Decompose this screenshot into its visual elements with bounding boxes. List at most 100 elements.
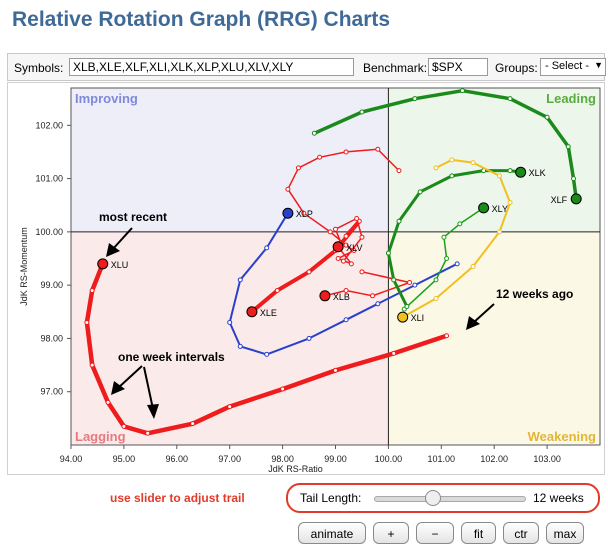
tail-point	[454, 261, 460, 267]
benchmark-input[interactable]	[428, 58, 488, 76]
tail-point	[396, 218, 402, 224]
chart-panel: Improving Leading Lagging Weakening 94.00 95.…	[7, 82, 605, 475]
x-tick-label: 94.00	[60, 454, 83, 464]
toolbar: Symbols: Benchmark: Groups: - Select - ▼	[7, 53, 606, 81]
page-title: Relative Rotation Graph (RRG) Charts	[12, 8, 391, 31]
tail-point	[359, 109, 365, 115]
y-axis-label: JdK RS-Momentum	[19, 227, 29, 306]
tail-point	[444, 256, 450, 262]
tail-point	[264, 245, 270, 251]
x-tick-label: 103.00	[533, 454, 561, 464]
tail-point	[327, 229, 333, 235]
annotation-most-recent: most recent	[99, 210, 167, 224]
tail-point	[340, 258, 346, 264]
y-tick-label: 99.00	[40, 280, 63, 290]
tail-point	[507, 96, 513, 102]
tail-point	[306, 335, 312, 341]
tail-point	[407, 279, 413, 285]
tail-point	[280, 386, 286, 392]
x-tick-label: 97.00	[218, 454, 241, 464]
annotation-arrow	[472, 303, 495, 324]
endpoint-label-xli: XLI	[411, 313, 425, 323]
tail-point	[306, 269, 312, 275]
tail-point	[145, 430, 151, 436]
tail-point	[343, 317, 349, 323]
y-tick-label: 100.00	[35, 227, 63, 237]
annotation-intervals: one week intervals	[118, 350, 225, 364]
annotation-arrowhead	[466, 316, 480, 330]
tail-point	[404, 303, 410, 309]
endpoint-xly	[478, 202, 490, 214]
x-tick-label: 96.00	[166, 454, 189, 464]
chevron-down-icon: ▼	[594, 60, 603, 70]
rrg-chart: Improving Leading Lagging Weakening 94.00 95.…	[19, 87, 601, 474]
tail-point	[412, 96, 418, 102]
animate-button[interactable]: animate	[298, 522, 366, 544]
endpoint-xlb	[319, 290, 331, 302]
tail-length-slider-handle[interactable]	[425, 490, 441, 506]
center-button[interactable]: ctr	[503, 522, 539, 544]
endpoint-label-xlv: XLV	[346, 243, 362, 253]
tail-point	[190, 421, 196, 427]
x-tick-label: 98.00	[271, 454, 294, 464]
y-tick-label: 102.00	[35, 120, 63, 130]
tail-point	[89, 287, 95, 293]
groups-select-value: - Select -	[545, 60, 590, 72]
fit-button[interactable]: fit	[461, 522, 496, 544]
quadrant-weakening	[388, 231, 600, 445]
quadrant-leading	[388, 88, 600, 232]
tail-point	[89, 362, 95, 368]
tail-point	[227, 404, 233, 410]
quadrant-improving	[71, 88, 389, 232]
endpoint-xlp	[282, 207, 294, 219]
tail-point	[449, 173, 455, 179]
x-tick-label: 95.00	[113, 454, 136, 464]
tail-point	[441, 234, 447, 240]
tail-point	[375, 301, 381, 307]
zoom-out-button[interactable]: −	[416, 522, 454, 544]
endpoint-xlk	[515, 166, 527, 178]
tail-point	[359, 269, 365, 275]
endpoint-label-xlb: XLB	[333, 292, 350, 302]
endpoint-xlu	[97, 258, 109, 270]
tail-point	[459, 88, 465, 94]
tail-point	[348, 261, 354, 267]
tail-point	[264, 351, 270, 357]
tail-point	[333, 367, 338, 373]
tail-length-value: 12 weeks	[533, 491, 584, 505]
tail-point	[391, 350, 397, 356]
zoom-in-button[interactable]: +	[373, 522, 409, 544]
symbols-input[interactable]	[69, 58, 354, 76]
tail-point	[343, 149, 349, 155]
tail-point	[121, 423, 127, 429]
tail-point	[295, 165, 301, 171]
endpoint-xlv	[332, 241, 344, 253]
tail-point	[396, 168, 402, 174]
annotation-arrowhead	[147, 404, 159, 419]
tail-point	[444, 333, 450, 339]
tail-point	[433, 295, 439, 301]
tail-point	[237, 277, 243, 283]
tail-length-slider-track[interactable]	[374, 496, 526, 502]
tail-length-label: Tail Length:	[300, 491, 362, 505]
tail-point	[433, 165, 439, 171]
tail-point	[105, 399, 111, 405]
annotation-arrow	[111, 227, 133, 251]
quadrant-label-improving: Improving	[75, 91, 138, 106]
endpoint-label-xlp: XLP	[296, 209, 313, 219]
tail-point	[385, 250, 391, 256]
symbols-label: Symbols:	[14, 61, 64, 75]
annotation-arrowhead	[106, 243, 120, 257]
tail-point	[351, 248, 357, 254]
tail-point	[237, 343, 243, 349]
tail-point	[274, 287, 280, 293]
groups-select[interactable]: - Select - ▼	[540, 58, 606, 76]
tail-point	[391, 277, 397, 283]
y-tick-label: 97.00	[40, 387, 63, 397]
tail-line-xle	[249, 219, 362, 314]
max-button[interactable]: max	[546, 522, 584, 544]
endpoint-label-xlk: XLK	[529, 168, 546, 178]
tail-point	[470, 160, 476, 166]
tail-point	[417, 189, 423, 195]
tail-point	[359, 234, 365, 240]
